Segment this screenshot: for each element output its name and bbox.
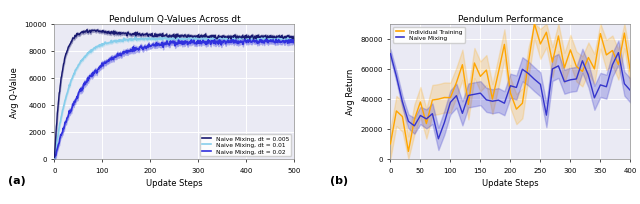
Individual Training xyxy=(483,70,490,72)
Individual Training xyxy=(579,71,586,73)
Individual Training xyxy=(477,76,484,78)
Naive Mixing xyxy=(477,92,484,95)
Naive Mixing xyxy=(387,53,394,56)
Individual Training xyxy=(435,98,442,101)
Naive Mixing xyxy=(411,125,419,128)
Individual Training xyxy=(531,23,538,26)
Naive Mixing xyxy=(495,99,502,102)
Naive Mixing xyxy=(452,95,460,97)
X-axis label: Update Steps: Update Steps xyxy=(482,178,539,187)
Naive Mixing xyxy=(548,68,556,71)
Individual Training xyxy=(387,143,394,145)
Naive Mixing xyxy=(458,113,466,115)
Individual Training xyxy=(404,150,412,153)
Naive Mixing xyxy=(417,115,424,117)
Title: Pendulum Performance: Pendulum Performance xyxy=(458,15,563,24)
Naive Mixing xyxy=(470,94,478,96)
Naive Mixing xyxy=(603,86,611,89)
Individual Training xyxy=(536,43,544,46)
Individual Training xyxy=(440,97,448,99)
Individual Training xyxy=(417,101,424,104)
Individual Training xyxy=(614,64,622,67)
Individual Training xyxy=(488,98,496,101)
Naive Mixing xyxy=(621,83,628,85)
Individual Training xyxy=(452,82,460,84)
Naive Mixing xyxy=(429,113,436,115)
Title: Pendulum Q-Values Across dt: Pendulum Q-Values Across dt xyxy=(109,15,240,24)
Individual Training xyxy=(543,32,550,34)
Naive Mixing xyxy=(554,65,563,68)
Individual Training xyxy=(609,50,616,52)
Naive Mixing xyxy=(447,102,454,104)
Naive Mixing xyxy=(596,84,604,87)
Naive Mixing xyxy=(507,85,515,88)
Naive Mixing xyxy=(422,118,430,121)
Naive Mixing xyxy=(543,114,550,117)
Naive Mixing xyxy=(518,69,526,71)
Naive Mixing xyxy=(561,81,568,83)
Legend: Naive Mixing, dt = 0.005, Naive Mixing, dt = 0.01, Naive Mixing, dt = 0.02: Naive Mixing, dt = 0.005, Naive Mixing, … xyxy=(200,134,291,156)
Text: (b): (b) xyxy=(330,176,348,186)
Naive Mixing xyxy=(614,52,622,54)
Individual Training xyxy=(399,116,406,118)
Individual Training xyxy=(495,72,502,74)
Individual Training xyxy=(573,66,580,68)
Naive Mixing xyxy=(513,87,520,89)
Y-axis label: Avg Q-Value: Avg Q-Value xyxy=(10,67,19,117)
Naive Mixing xyxy=(573,78,580,81)
Individual Training xyxy=(561,67,568,70)
Individual Training xyxy=(513,108,520,111)
Individual Training xyxy=(429,99,436,102)
Naive Mixing xyxy=(483,99,490,102)
Individual Training xyxy=(548,62,556,64)
Individual Training xyxy=(627,71,634,73)
Individual Training xyxy=(566,49,574,52)
Naive Mixing xyxy=(591,97,598,100)
Individual Training xyxy=(465,104,472,106)
Individual Training xyxy=(470,62,478,65)
Individual Training xyxy=(422,123,430,125)
X-axis label: Update Steps: Update Steps xyxy=(146,178,203,187)
Individual Training xyxy=(525,62,532,65)
Individual Training xyxy=(584,57,592,59)
Naive Mixing xyxy=(465,95,472,97)
Individual Training xyxy=(591,68,598,71)
Individual Training xyxy=(621,33,628,35)
Individual Training xyxy=(518,103,526,105)
Naive Mixing xyxy=(536,84,544,86)
Line: Individual Training: Individual Training xyxy=(390,24,630,152)
Naive Mixing xyxy=(435,138,442,140)
Naive Mixing xyxy=(609,64,616,67)
Naive Mixing xyxy=(399,101,406,103)
Naive Mixing xyxy=(566,79,574,82)
Y-axis label: Avg Return: Avg Return xyxy=(346,69,355,115)
Individual Training xyxy=(458,64,466,67)
Naive Mixing xyxy=(488,101,496,103)
Individual Training xyxy=(392,110,400,113)
Naive Mixing xyxy=(627,90,634,92)
Naive Mixing xyxy=(404,121,412,123)
Individual Training xyxy=(500,44,508,46)
Naive Mixing xyxy=(392,76,400,78)
Naive Mixing xyxy=(531,79,538,81)
Text: (a): (a) xyxy=(8,176,26,186)
Naive Mixing xyxy=(584,75,592,77)
Naive Mixing xyxy=(440,122,448,124)
Individual Training xyxy=(447,97,454,99)
Individual Training xyxy=(554,35,563,38)
Naive Mixing xyxy=(525,73,532,75)
Individual Training xyxy=(507,92,515,95)
Individual Training xyxy=(603,54,611,57)
Individual Training xyxy=(596,33,604,36)
Naive Mixing xyxy=(579,60,586,63)
Naive Mixing xyxy=(500,102,508,105)
Legend: Individual Training, Naive Mixing: Individual Training, Naive Mixing xyxy=(394,27,465,43)
Individual Training xyxy=(411,119,419,121)
Line: Naive Mixing: Naive Mixing xyxy=(390,53,630,139)
